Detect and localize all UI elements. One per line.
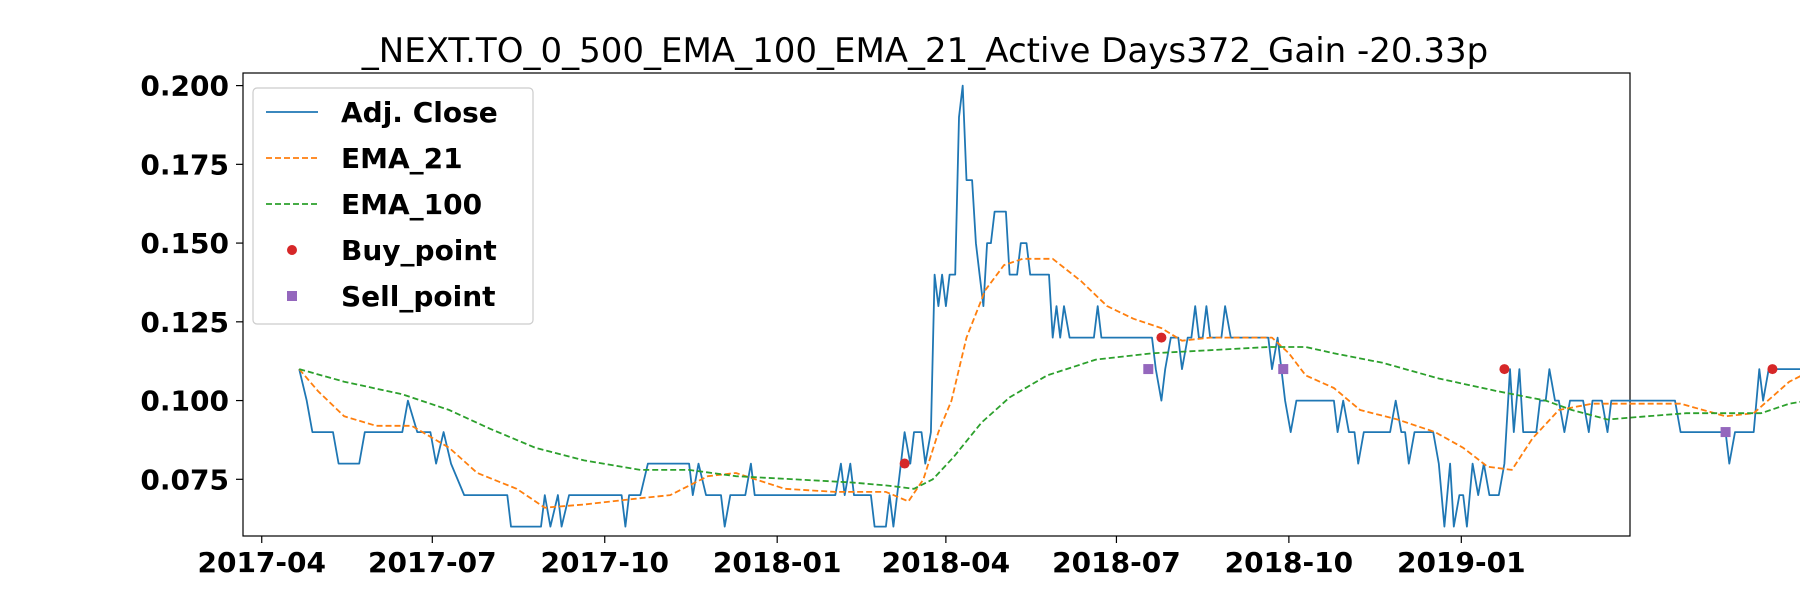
ema-100-line: [298, 346, 1800, 490]
y-tick-label: 0.100: [140, 385, 229, 418]
x-tick-label: 2017-04: [197, 546, 326, 579]
legend-label-buy-point: Buy_point: [341, 234, 497, 267]
legend-box: [252, 87, 534, 325]
legend-swatch-sell-point: [287, 291, 297, 301]
x-tick-label: 2018-10: [1225, 546, 1354, 579]
x-tick-label: 2018-04: [882, 546, 1011, 579]
y-axis: 0.075 0.100 0.125 0.150 0.175 0.200: [140, 70, 243, 496]
legend: Adj. Close EMA_21 EMA_100 Buy_point Sell_poi…: [252, 87, 534, 325]
legend-label-adj-close: Adj. Close: [341, 96, 498, 129]
x-tick-label: 2017-10: [540, 546, 669, 579]
y-tick-label: 0.125: [140, 306, 229, 339]
buy-point-marker: [899, 458, 910, 469]
adj-close-line: [298, 84, 1800, 528]
x-tick-label: 2017-07: [368, 546, 497, 579]
legend-label-ema-21: EMA_21: [341, 142, 463, 175]
x-axis: 2017-04 2017-07 2017-10 2018-01 2018-04 2018-…: [197, 536, 1526, 579]
legend-label-ema-100: EMA_100: [341, 188, 482, 221]
sell-point-marker: [1143, 364, 1154, 375]
y-tick-label: 0.200: [140, 70, 229, 103]
x-tick-label: 2018-01: [713, 546, 842, 579]
buy-point-marker: [1499, 364, 1510, 375]
plot-area: [242, 72, 1631, 537]
series-layer: [298, 84, 1800, 528]
y-tick-label: 0.150: [140, 227, 229, 260]
y-tick-label: 0.075: [140, 463, 229, 496]
buy-point-marker: [1156, 332, 1167, 343]
legend-label-sell-point: Sell_point: [341, 280, 496, 313]
sell-point-marker: [1720, 427, 1731, 438]
x-tick-label: 2018-07: [1052, 546, 1181, 579]
y-tick-label: 0.175: [140, 148, 229, 181]
x-tick-label: 2019-01: [1397, 546, 1526, 579]
legend-swatch-buy-point: [287, 245, 297, 255]
buy-point-marker: [1767, 364, 1778, 375]
ema-21-line: [298, 257, 1800, 509]
sell-point-marker: [1278, 364, 1289, 375]
chart-title: _NEXT.TO_0_500_EMA_100_EMA_21_Active Day…: [361, 31, 1488, 71]
